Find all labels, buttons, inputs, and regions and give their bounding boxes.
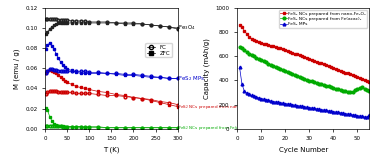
Line: FeS₂ NCs prepared from nano-Fe₃O₄: FeS₂ NCs prepared from nano-Fe₃O₄ [238,23,371,83]
Legend: FeS₂ NCs prepared from nano-Fe₃O₄, FeS₂ NCs prepared from Fe(acac)₃, FeS₂ MPs: FeS₂ NCs prepared from nano-Fe₃O₄, FeS₂ … [279,10,367,28]
FeS₂ MPs [268,100,273,102]
FeS₂ NCs prepared from Fe(acac)₃ [261,60,266,62]
FeS₂ MPs [237,66,242,68]
X-axis label: T (K): T (K) [103,147,120,153]
FeS₂ NCs prepared from Fe(acac)₃ [355,88,360,90]
FeS₂ MPs [353,114,357,116]
FeS₂ NCs prepared from nano-Fe₃O₄ [237,24,242,26]
FeS₂ NCs prepared from nano-Fe₃O₄ [261,43,266,44]
FeS₂ NCs prepared from nano-Fe₃O₄ [367,81,372,83]
Line: FeS₂ NCs prepared from Fe(acac)₃: FeS₂ NCs prepared from Fe(acac)₃ [238,45,371,94]
Line: FeS₂ MPs: FeS₂ MPs [238,66,371,119]
FeS₂ MPs [362,116,367,118]
FeS₂ NCs prepared from nano-Fe₃O₄ [365,80,369,82]
Text: FeS$_2$ NCs prepared from Fe(acac)$_3$: FeS$_2$ NCs prepared from Fe(acac)$_3$ [178,124,251,132]
FeS₂ MPs [261,98,266,100]
Text: FeS$_2$ NCs prepared from nano-Fe$_3$O$_4$: FeS$_2$ NCs prepared from nano-Fe$_3$O$_… [178,103,256,111]
FeS₂ MPs [252,95,256,97]
FeS₂ NCs prepared from nano-Fe₃O₄ [353,75,357,77]
Y-axis label: M (emu / g): M (emu / g) [13,48,20,89]
FeS₂ NCs prepared from Fe(acac)₃ [350,91,355,93]
FeS₂ NCs prepared from Fe(acac)₃ [367,90,372,92]
X-axis label: Cycle Number: Cycle Number [279,147,328,153]
Text: FeS$_2$ MPs: FeS$_2$ MPs [178,74,205,83]
FeS₂ NCs prepared from Fe(acac)₃ [237,46,242,47]
FeS₂ NCs prepared from nano-Fe₃O₄ [285,50,290,52]
FeS₂ NCs prepared from Fe(acac)₃ [252,56,256,57]
FeS₂ MPs [285,103,290,105]
FeS₂ NCs prepared from Fe(acac)₃ [268,64,273,66]
FeS₂ NCs prepared from nano-Fe₃O₄ [252,39,256,41]
Text: Fe$_3$O$_4$: Fe$_3$O$_4$ [178,24,196,32]
FeS₂ MPs [367,114,372,116]
Y-axis label: Capacity (mAh/g): Capacity (mAh/g) [204,38,210,99]
FeS₂ NCs prepared from nano-Fe₃O₄ [268,45,273,46]
FeS₂ MPs [365,116,369,118]
FeS₂ NCs prepared from Fe(acac)₃ [285,71,290,73]
Legend: FC, ZFC: FC, ZFC [146,43,172,57]
FeS₂ NCs prepared from Fe(acac)₃ [365,89,369,91]
